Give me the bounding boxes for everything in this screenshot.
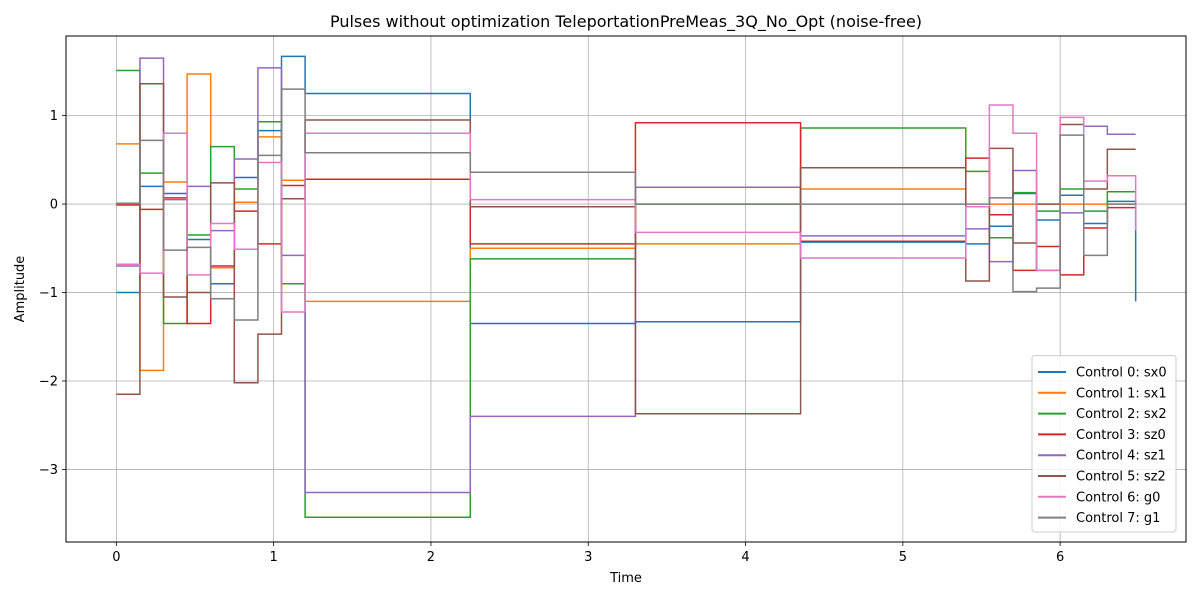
legend-label: Control 7: g1 — [1076, 511, 1160, 526]
legend-label: Control 5: sz2 — [1076, 470, 1166, 485]
x-tick-label: 0 — [112, 550, 120, 565]
y-tick-label: −2 — [39, 375, 58, 390]
y-axis-label: Amplitude — [13, 256, 28, 323]
series-line-control-3 — [116, 121, 1136, 325]
x-tick-label: 6 — [1056, 550, 1064, 565]
x-tick-label: 3 — [584, 550, 592, 565]
legend-label: Control 0: sx0 — [1076, 366, 1167, 381]
legend-label: Control 3: sz0 — [1076, 428, 1166, 443]
series-line-control-5 — [116, 83, 1136, 415]
legend-label: Control 2: sx2 — [1076, 407, 1167, 422]
x-axis-label: Time — [609, 571, 642, 586]
legend: Control 0: sx0 Control 1: sx1 Control 2: s… — [1031, 355, 1177, 533]
series-line-control-0 — [116, 55, 1137, 325]
legend-box — [1031, 355, 1177, 533]
x-tick-label: 2 — [427, 550, 435, 565]
legend-label: Control 4: sz1 — [1076, 449, 1166, 464]
y-tick-label: −1 — [39, 286, 58, 301]
series-line-control-4 — [116, 57, 1136, 494]
legend-label: Control 6: g0 — [1076, 490, 1160, 505]
y-tick-label: 1 — [50, 109, 58, 124]
chart-title: Pulses without optimization Teleportatio… — [330, 12, 922, 32]
plot-frame — [65, 35, 1187, 543]
legend-label: Control 1: sx1 — [1076, 386, 1167, 401]
y-tick-label: 0 — [50, 198, 58, 213]
y-tick-label: −3 — [39, 463, 58, 478]
series-lines — [116, 55, 1137, 518]
x-tick-label: 5 — [899, 550, 907, 565]
series-line-control-2 — [116, 69, 1136, 518]
series-line-control-1 — [116, 73, 1136, 372]
x-tick-label: 1 — [269, 550, 277, 565]
series-line-control-7 — [116, 88, 1136, 321]
x-tick-label: 4 — [741, 550, 749, 565]
axis-ticks: 0 1 2 3 4 5 6 −3 −2 −1 0 1 — [39, 109, 1064, 565]
